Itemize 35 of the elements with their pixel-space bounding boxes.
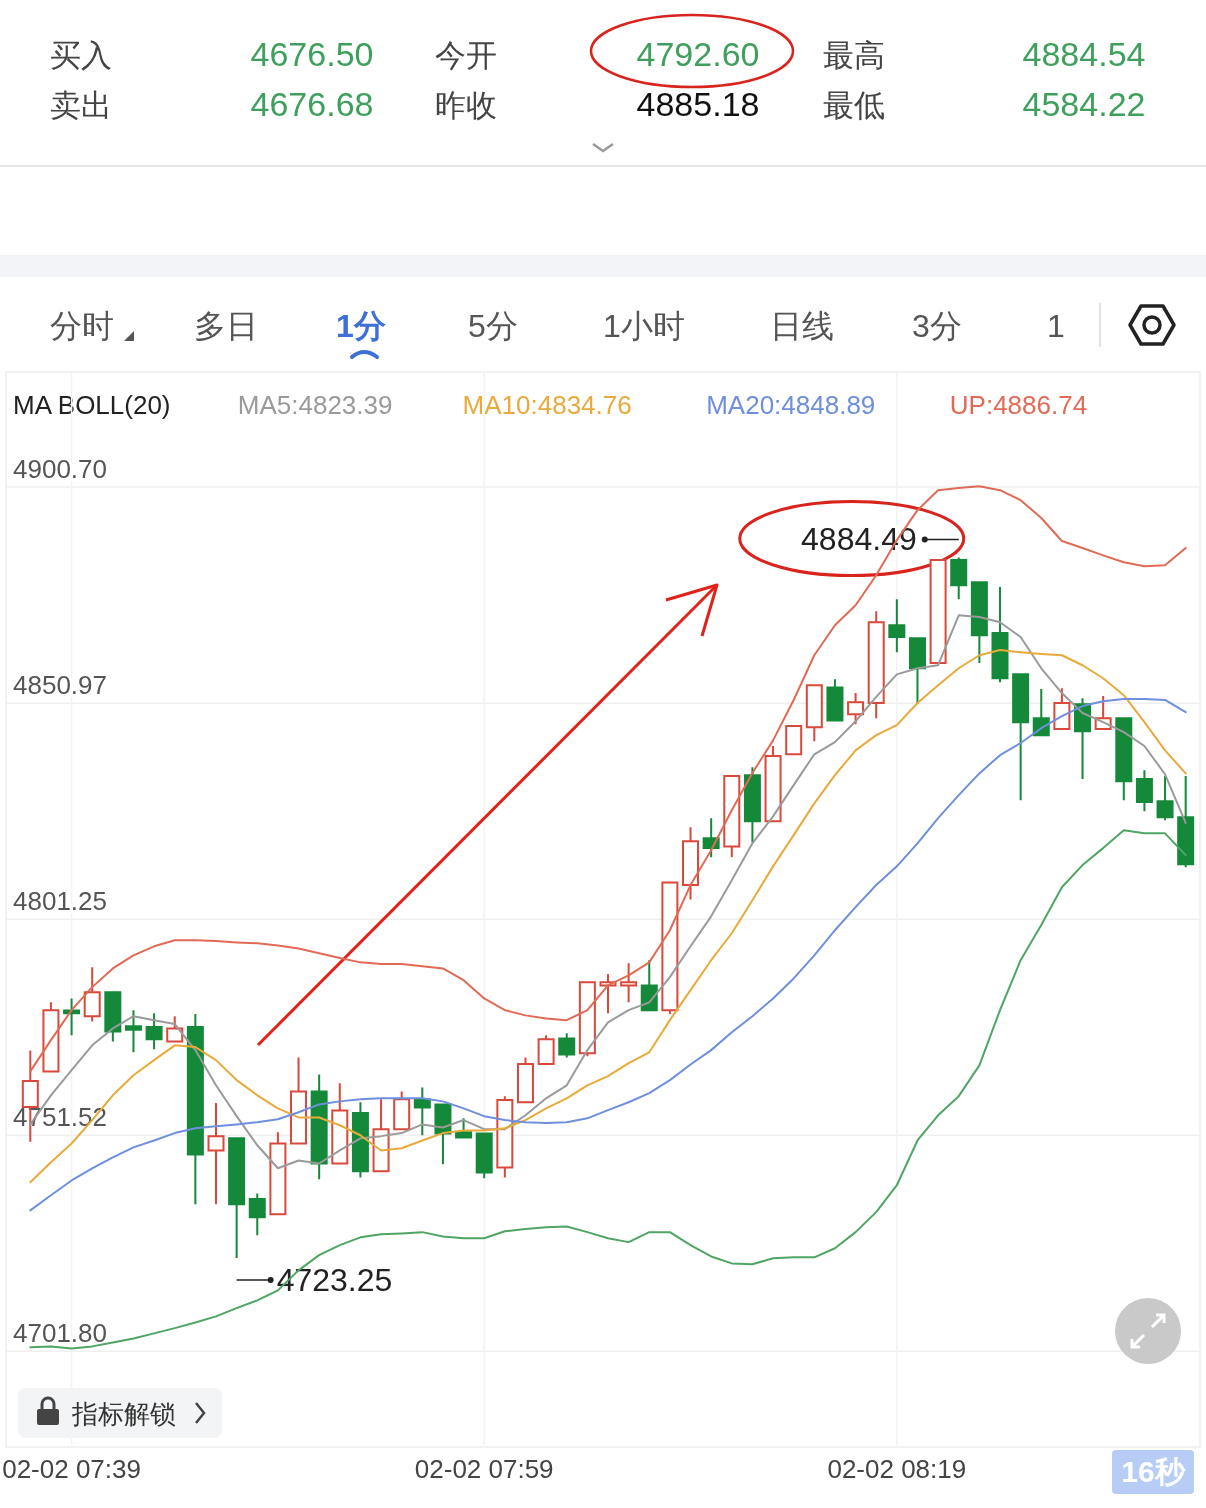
x-tick-label: 02-02 07:59 (414, 1454, 554, 1484)
x-tick-label: 02-02 08:19 (827, 1454, 967, 1484)
text: 4884.54 (1022, 35, 1146, 73)
y-tick-label: 4900.70 (13, 454, 107, 485)
text: 4792.60 (636, 35, 760, 73)
y-tick-label: 4701.80 (13, 1318, 107, 1349)
text: MA10:4834.76 (462, 390, 632, 420)
text: 3分 (912, 308, 962, 344)
text: 5分 (468, 308, 518, 344)
text: 4676.68 (250, 85, 374, 123)
legend-title: MA BOLL(20) (13, 390, 171, 420)
text: 卖出 (50, 88, 112, 123)
text: MA20:4848.89 (706, 390, 876, 420)
text: 4584.22 (1022, 85, 1146, 123)
y-tick-label: 4850.97 (13, 670, 107, 701)
text: 4676.50 (250, 35, 374, 73)
annotation: 指标解锁 (71, 1399, 176, 1429)
y-tick-label: 4801.25 (13, 886, 107, 917)
text: UP:4886.74 (949, 390, 1088, 420)
text: 分时 (50, 308, 114, 344)
text: 1分 (336, 308, 386, 344)
text: 最低 (823, 88, 885, 123)
text: 4885.18 (636, 85, 760, 123)
text: 1小时 (603, 308, 685, 344)
text: 1 (1047, 308, 1065, 344)
text: 昨收 (435, 88, 497, 123)
button: 指标解锁 (18, 1388, 222, 1438)
text: 最高 (823, 38, 885, 73)
text: 16秒 (1121, 1455, 1186, 1488)
x-tick-label: 02-02 07:39 (2, 1454, 141, 1484)
text: 买入 (50, 38, 112, 73)
text: 今开 (435, 38, 497, 73)
text: 日线 (770, 308, 834, 344)
text: 多日 (194, 308, 258, 344)
text: MA5:4823.39 (237, 390, 393, 420)
